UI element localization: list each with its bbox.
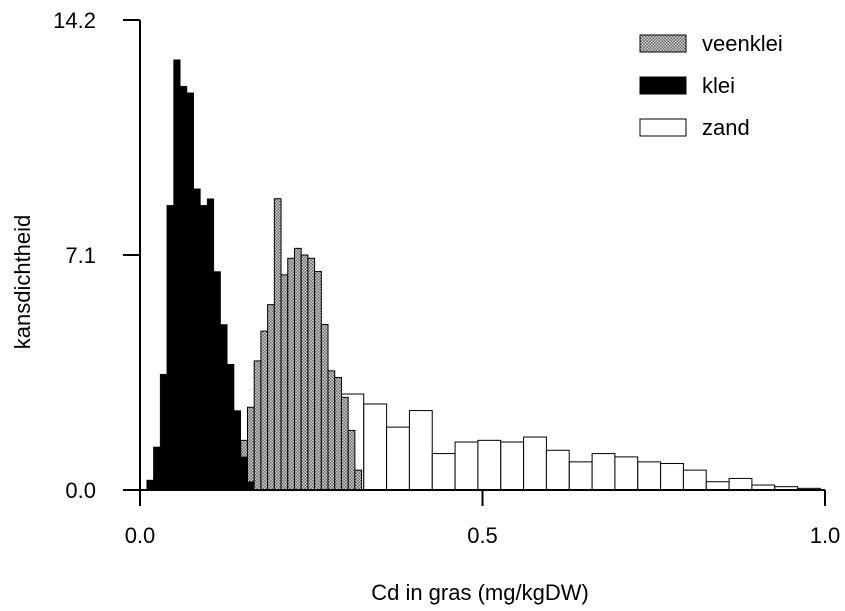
x-tick-label: 0.0 (125, 523, 156, 548)
bar-veenklei (327, 370, 336, 491)
bar-zand (477, 439, 502, 491)
bar-veenklei (340, 396, 349, 491)
bar-zand (568, 461, 593, 491)
bar-klei (159, 373, 168, 491)
bar-veenklei (287, 257, 295, 491)
bar-zand (408, 410, 433, 491)
x-tick-label: 1.0 (810, 523, 841, 548)
bar-klei (173, 59, 181, 491)
bar-klei (233, 410, 242, 491)
series-klei (146, 59, 255, 491)
legend-label-klei: klei (702, 73, 735, 98)
bar-klei (247, 481, 255, 491)
series-veenklei (233, 198, 363, 491)
bar-veenklei (246, 406, 255, 491)
bar-klei (220, 324, 228, 491)
bar-zand (682, 469, 707, 491)
bar-zand (705, 481, 730, 491)
ticks: 0.0 7.1 14.2 0.0 0.5 1.0 (53, 8, 840, 548)
legend-swatch-klei (639, 76, 687, 95)
legend-label-veenklei: veenklei (702, 31, 783, 56)
bar-veenklei (347, 429, 356, 491)
y-tick-label: 7.1 (65, 243, 96, 268)
bar-zand (728, 477, 753, 491)
bar-zand (363, 403, 388, 491)
bar-zand (386, 426, 410, 491)
bars-layer (146, 59, 821, 491)
x-axis-title: Cd in gras (mg/kgDW) (371, 580, 589, 605)
bar-zand (637, 461, 662, 491)
bar-klei (180, 85, 188, 491)
x-tick-label: 0.5 (467, 523, 498, 548)
bar-klei (213, 271, 221, 491)
bar-zand (545, 449, 570, 491)
bar-zand (660, 463, 684, 491)
legend-label-zand: zand (702, 115, 750, 140)
bar-zand (614, 456, 639, 491)
bar-zand (454, 441, 479, 491)
y-tick-label: 14.2 (53, 8, 96, 33)
bar-klei (200, 205, 208, 491)
bar-veenklei (280, 274, 289, 491)
bar-klei (193, 188, 201, 491)
bar-veenklei (307, 257, 316, 491)
bar-klei (227, 363, 235, 491)
bar-veenklei (260, 330, 269, 491)
bar-veenklei (293, 247, 302, 491)
legend-swatch-veenklei (639, 34, 687, 53)
bar-klei (206, 198, 215, 491)
legend-swatch-zand (639, 118, 687, 137)
bar-veenklei (314, 271, 322, 491)
bar-veenklei (253, 360, 262, 491)
legend: veenklei klei zand (639, 31, 783, 140)
bar-klei (153, 446, 161, 491)
bar-veenklei (300, 254, 309, 491)
bar-zand (500, 441, 525, 491)
y-tick-label: 0.0 (65, 478, 96, 503)
bar-klei (166, 205, 174, 491)
bar-klei (146, 479, 154, 491)
bar-zand (523, 436, 547, 491)
y-axis-title: kansdichtheid (10, 215, 35, 350)
bar-zand (431, 453, 456, 491)
bar-veenklei (354, 469, 363, 491)
bar-veenklei (273, 198, 282, 491)
bar-klei (240, 456, 248, 491)
bar-veenklei (334, 376, 342, 491)
bar-veenklei (320, 324, 329, 491)
bar-zand (591, 453, 616, 491)
bar-klei (186, 92, 194, 491)
bar-veenklei (267, 304, 275, 491)
